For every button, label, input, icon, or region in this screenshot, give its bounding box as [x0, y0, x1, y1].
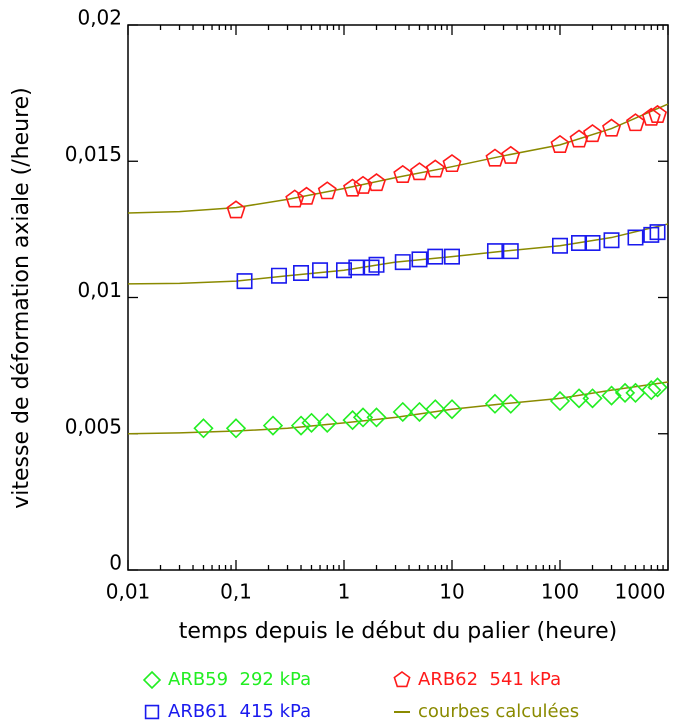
- data-point: [312, 262, 329, 279]
- y-tick-label: 0,01: [77, 278, 122, 302]
- data-point: [484, 393, 506, 414]
- data-point: [393, 164, 413, 183]
- data-point: [649, 224, 666, 241]
- data-point: [647, 377, 668, 398]
- y-axis-label: vitesse de déformation axiale (/heure): [9, 87, 34, 508]
- data-point: [486, 243, 503, 260]
- legend-marker: [144, 704, 160, 720]
- data-point: [641, 380, 662, 401]
- x-tick-label: 1000: [615, 580, 666, 604]
- data-point: [601, 385, 622, 406]
- fit-curve: [127, 103, 669, 214]
- data-point: [236, 273, 253, 290]
- data-point: [348, 259, 365, 276]
- fit-curve: [127, 223, 669, 285]
- data-point: [368, 256, 385, 273]
- data-point: [392, 401, 413, 423]
- data-point: [441, 399, 463, 420]
- data-point: [411, 251, 428, 268]
- data-point: [552, 237, 568, 254]
- data-point: [317, 412, 338, 433]
- legend-marker: [142, 670, 162, 690]
- data-point: [352, 407, 374, 428]
- data-point: [602, 118, 622, 137]
- x-tick-label: 0,01: [106, 580, 151, 604]
- data-point: [584, 235, 601, 251]
- data-point: [262, 415, 284, 436]
- data-point: [290, 415, 312, 436]
- y-tick-label: 0: [109, 551, 122, 575]
- x-tick-label: 1: [338, 580, 351, 604]
- data-point: [568, 388, 590, 409]
- data-point: [442, 153, 462, 173]
- fit-curve: [127, 381, 669, 435]
- data-point: [648, 104, 668, 124]
- data-point: [343, 178, 363, 197]
- y-tick-label: 0,005: [65, 414, 122, 438]
- y-tick-label: 0,015: [65, 142, 122, 166]
- data-point: [285, 189, 305, 208]
- data-point: [425, 399, 446, 420]
- data-point: [627, 229, 644, 246]
- data-point: [425, 159, 445, 178]
- legend-label: ARB61 415 kPa: [168, 701, 311, 722]
- data-point: [225, 418, 247, 439]
- legend-label: ARB59 292 kPa: [168, 669, 311, 690]
- data-point: [643, 226, 660, 243]
- data-point: [367, 173, 387, 192]
- data-point: [614, 382, 636, 404]
- data-point: [583, 124, 603, 143]
- x-axis-label: temps depuis le début du palier (heure): [179, 619, 618, 644]
- data-point: [500, 393, 521, 414]
- data-point: [342, 409, 363, 431]
- data-point: [193, 418, 214, 439]
- data-point: [550, 134, 570, 153]
- data-point: [502, 243, 519, 260]
- data-point: [427, 248, 444, 265]
- data-point: [353, 175, 373, 194]
- data-point: [394, 254, 411, 271]
- data-point: [270, 267, 287, 284]
- data-point: [501, 145, 521, 164]
- data-point: [582, 388, 603, 409]
- data-point: [641, 107, 661, 126]
- data-point: [301, 412, 322, 433]
- data-point: [297, 186, 317, 205]
- x-tick-label: 100: [541, 580, 579, 604]
- x-tick-label: 10: [439, 580, 464, 604]
- data-point: [363, 259, 380, 276]
- data-point: [226, 200, 246, 219]
- data-point: [603, 232, 620, 249]
- legend-marker: [393, 671, 411, 688]
- data-point: [366, 407, 387, 428]
- plot-frame: [127, 24, 669, 571]
- data-point: [317, 181, 337, 200]
- y-tick-label: 0,02: [77, 6, 122, 30]
- x-tick-label: 0,1: [220, 580, 252, 604]
- data-point: [409, 401, 430, 423]
- data-point: [336, 262, 352, 279]
- legend-label: ARB62 541 kPa: [418, 669, 561, 690]
- data-point: [549, 390, 571, 412]
- data-point: [444, 248, 460, 265]
- data-point: [625, 113, 645, 132]
- data-point: [293, 264, 310, 281]
- legend-label: courbes calculées: [418, 701, 579, 722]
